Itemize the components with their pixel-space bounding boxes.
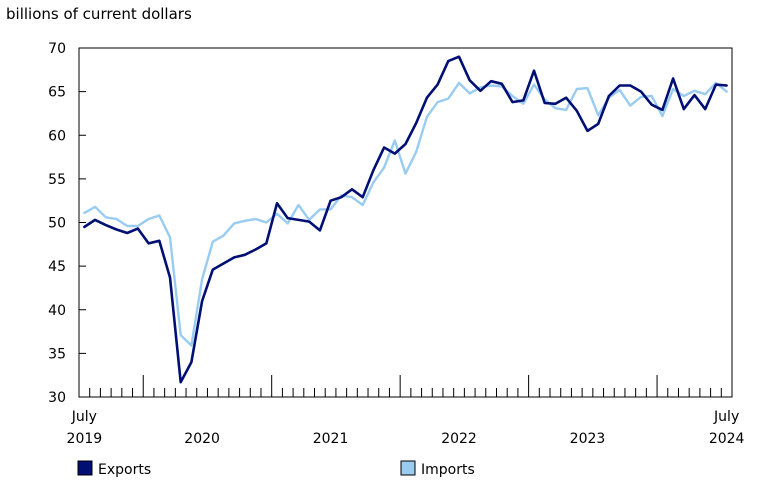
x-tick-label-month: July <box>713 409 739 425</box>
x-tick-label-year: 2024 <box>709 431 745 447</box>
series-line-imports <box>83 81 728 347</box>
x-axis: July 2019 2020 2021 2022 2023 July 2024 <box>67 375 745 447</box>
x-tick-label-month: July <box>71 409 97 425</box>
legend-swatch-exports <box>77 460 93 476</box>
legend-label-imports: Imports <box>421 462 475 478</box>
legend-swatch-imports <box>400 460 416 476</box>
y-tick-label: 50 <box>48 216 66 232</box>
x-tick-label-year: 2023 <box>570 431 606 447</box>
y-tick-label: 30 <box>48 390 66 406</box>
y-tick-label: 70 <box>48 41 66 57</box>
y-axis-title: billions of current dollars <box>6 5 192 23</box>
y-tick-label: 45 <box>48 259 66 275</box>
y-tick-label: 55 <box>48 172 66 188</box>
y-tick-label: 40 <box>48 303 66 319</box>
plot-area <box>78 47 733 398</box>
x-tick-label-year: 2020 <box>184 431 220 447</box>
x-tick-label-year: 2019 <box>67 431 103 447</box>
y-tick-labels: 30 35 40 45 50 55 60 65 70 <box>48 41 66 406</box>
y-tick-label: 60 <box>48 128 66 144</box>
series-line-exports <box>83 55 728 384</box>
legend-label-exports: Exports <box>98 462 151 478</box>
y-tick-label: 65 <box>48 85 66 101</box>
legend: Exports Imports <box>77 460 475 478</box>
x-tick-label-year: 2022 <box>441 431 477 447</box>
y-tick-label: 35 <box>48 346 66 362</box>
x-tick-label-year: 2021 <box>313 431 349 447</box>
